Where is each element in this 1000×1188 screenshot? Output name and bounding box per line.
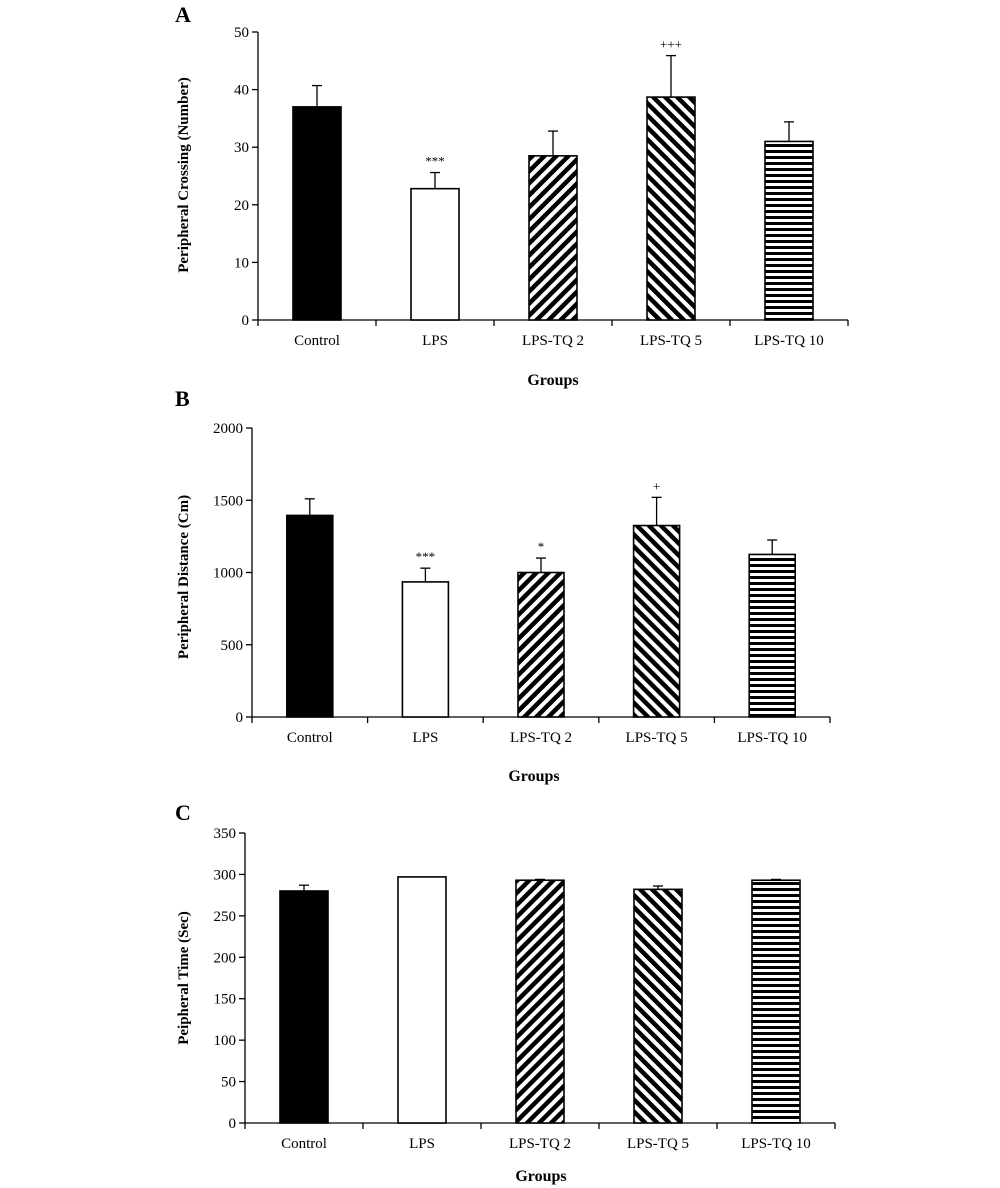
chart-c-y-axis-label: Peipheral Time (Sec) <box>176 911 192 1045</box>
chart-a-x-tick-label-lps-tq-2: LPS-TQ 2 <box>522 333 584 349</box>
chart-c-y-tick-label: 150 <box>214 992 237 1008</box>
chart-c-y-tick-label: 350 <box>214 826 237 842</box>
chart-a-bar-control <box>292 106 342 321</box>
chart-a-significance-lps-tq-5: +++ <box>660 37 682 52</box>
chart-c-x-tick-label-lps-tq-2: LPS-TQ 2 <box>509 1136 571 1152</box>
chart-a-bar-lps-tq-5 <box>646 96 696 321</box>
chart-b-y-tick-label: 1000 <box>213 566 243 582</box>
chart-a-y-axis-label: Peripheral Crossing (Number) <box>176 77 192 273</box>
chart-c-x-tick-label-lps: LPS <box>409 1136 435 1152</box>
chart-b-significance-lps-tq-5: + <box>653 478 660 493</box>
chart-a-bars: *** +++ <box>292 37 814 321</box>
chart-b-bar-control <box>285 514 334 718</box>
chart-c-x-tick-label-control: Control <box>281 1136 327 1152</box>
chart-a-x-tick-label-lps: LPS <box>422 333 448 349</box>
chart-b-significance-lps-tq-2: * <box>538 539 545 554</box>
chart-c-bar-lps <box>397 876 447 1124</box>
chart-a-bar-lps <box>410 187 460 321</box>
chart-a-significance-lps: *** <box>425 154 445 169</box>
chart-a-x-axis-label: Groups <box>527 372 578 389</box>
chart-b-x-tick-label-lps-tq-10: LPS-TQ 10 <box>737 730 807 746</box>
panel-letter-b: B <box>175 386 190 411</box>
chart-c-y-tick-label: 200 <box>214 950 237 966</box>
chart-c-y-tick-label: 50 <box>221 1075 236 1091</box>
chart-b-axes: 0 500 1000 1500 2000 Control LPS LPS-TQ 2 LPS-TQ… <box>213 421 831 746</box>
chart-panel-c: C 0 50 100 150 200 250 300 350 Control LPS LPS-TQ … <box>175 800 836 1185</box>
chart-b-y-tick-label: 500 <box>221 638 244 654</box>
chart-b-y-tick-label: 1500 <box>213 493 243 509</box>
chart-c-x-tick-label-lps-tq-5: LPS-TQ 5 <box>627 1136 689 1152</box>
chart-b-x-tick-label-control: Control <box>287 730 333 746</box>
chart-c-y-tick-label: 300 <box>214 867 237 883</box>
chart-b-significance-lps: *** <box>416 549 436 564</box>
chart-b-bars: ****+ <box>285 478 797 718</box>
chart-b-bar-lps-tq-10 <box>748 553 797 718</box>
chart-b-x-tick-label-lps-tq-2: LPS-TQ 2 <box>510 730 572 746</box>
chart-c-y-tick-label: 0 <box>229 1116 237 1132</box>
chart-c-bar-lps-tq-10 <box>751 879 801 1124</box>
chart-a-y-tick-label: 50 <box>234 25 249 41</box>
chart-c-bar-lps-tq-5 <box>633 888 683 1124</box>
chart-panel-b: B 0 500 1000 1500 2000 Control LPS LPS-TQ 2 LPS-… <box>175 386 831 785</box>
chart-c-x-tick-label-lps-tq-10: LPS-TQ 10 <box>741 1136 811 1152</box>
chart-c-axes: 0 50 100 150 200 250 300 350 Control LPS LPS-TQ 2 L… <box>214 826 836 1152</box>
chart-a-y-tick-label: 0 <box>242 313 250 329</box>
chart-a-y-tick-label: 30 <box>234 140 249 156</box>
chart-a-bar-lps-tq-10 <box>764 140 814 321</box>
panel-letter-c: C <box>175 800 191 825</box>
chart-b-x-tick-label-lps: LPS <box>412 730 438 746</box>
chart-a-y-tick-label: 10 <box>234 255 249 271</box>
chart-a-y-tick-label: 20 <box>234 198 249 214</box>
chart-c-x-axis-label: Groups <box>515 1168 566 1185</box>
panel-letter-a: A <box>175 2 191 27</box>
chart-a-bar-lps-tq-2 <box>528 155 578 321</box>
chart-b-y-tick-label: 0 <box>236 710 244 726</box>
chart-a-x-tick-label-lps-tq-10: LPS-TQ 10 <box>754 333 824 349</box>
chart-b-x-tick-label-lps-tq-5: LPS-TQ 5 <box>626 730 688 746</box>
chart-a-x-tick-label-lps-tq-5: LPS-TQ 5 <box>640 333 702 349</box>
chart-c-bar-lps-tq-2 <box>515 879 565 1124</box>
chart-b-bar-lps-tq-5 <box>632 524 681 718</box>
chart-b-bar-lps <box>401 581 450 718</box>
chart-c-bars <box>279 876 801 1124</box>
chart-b-x-axis-label: Groups <box>508 768 559 785</box>
chart-c-y-tick-label: 100 <box>214 1033 237 1049</box>
chart-a-y-tick-label: 40 <box>234 83 249 99</box>
chart-panel-a: A 0 10 20 30 40 50 Control LPS LPS-TQ 2 LPS-TQ 5 L… <box>175 2 849 389</box>
chart-b-bar-lps-tq-2 <box>517 571 565 718</box>
chart-b-y-tick-label: 2000 <box>213 421 243 437</box>
chart-a-axes: 0 10 20 30 40 50 Control LPS LPS-TQ 2 LPS-TQ 5 LPS… <box>234 25 849 349</box>
chart-a-x-tick-label-control: Control <box>294 333 340 349</box>
chart-b-y-axis-label: Peripheral Distance (Cm) <box>176 495 192 659</box>
chart-c-y-tick-label: 250 <box>214 909 237 925</box>
chart-c-bar-control <box>279 890 329 1124</box>
